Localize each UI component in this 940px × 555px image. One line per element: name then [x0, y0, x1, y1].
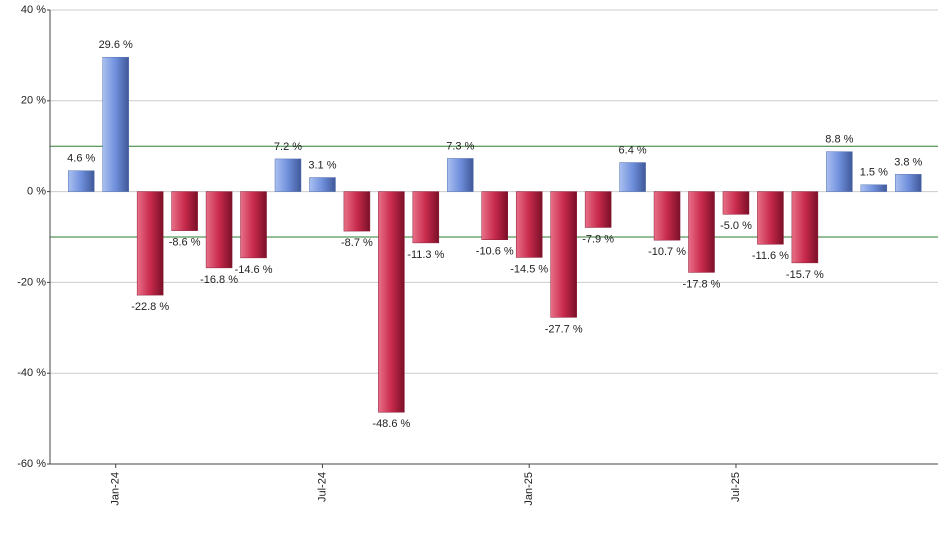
value-label: -11.6 % — [752, 250, 789, 262]
value-label: -8.7 % — [341, 237, 373, 249]
value-label: -10.7 % — [648, 246, 686, 258]
bar — [826, 151, 853, 192]
y-tick-label: -60 % — [17, 458, 46, 470]
value-label: 3.1 % — [308, 159, 336, 171]
bar — [309, 177, 336, 192]
value-label: 8.8 % — [825, 134, 853, 146]
value-label: 1.5 % — [860, 167, 888, 179]
value-label: 7.2 % — [274, 141, 302, 153]
bar — [722, 191, 750, 215]
bar — [688, 191, 715, 273]
bar — [412, 191, 440, 244]
y-tick-label: 0 % — [27, 186, 46, 198]
value-label: -8.6 % — [169, 237, 201, 249]
y-tick-label: -40 % — [17, 367, 46, 379]
bar — [205, 191, 233, 269]
bar — [653, 191, 681, 241]
value-label: 29.6 % — [99, 39, 133, 51]
y-tick-label: 40 % — [21, 4, 46, 16]
value-label: -17.8 % — [683, 278, 721, 290]
bar — [550, 191, 577, 318]
bar — [860, 184, 888, 192]
bar — [240, 191, 267, 259]
value-label: 4.6 % — [67, 153, 95, 165]
bar — [102, 56, 129, 192]
bar — [481, 191, 508, 240]
bar — [584, 191, 612, 228]
bar — [171, 191, 198, 231]
value-label: -7.9 % — [582, 233, 614, 245]
value-label: -27.7 % — [545, 323, 583, 335]
value-label: 6.4 % — [619, 144, 647, 156]
x-tick-label: Jan-24 — [110, 472, 122, 506]
y-tick-label: -20 % — [17, 276, 46, 288]
value-label: -14.6 % — [235, 264, 273, 276]
value-label: -5.0 % — [720, 220, 752, 232]
bar — [274, 158, 302, 192]
value-label: -15.7 % — [786, 269, 824, 281]
value-label: -48.6 % — [372, 418, 410, 430]
bar — [757, 191, 784, 245]
bar — [447, 158, 474, 192]
x-tick-label: Jan-25 — [523, 472, 535, 506]
bar — [895, 174, 922, 192]
bar — [515, 191, 543, 258]
bar — [67, 170, 95, 192]
bar — [378, 191, 405, 413]
x-tick-label: Jul-24 — [316, 472, 328, 502]
bar — [136, 191, 164, 296]
bar — [619, 162, 646, 192]
y-tick-label: 20 % — [21, 95, 46, 107]
x-tick-label: Jul-25 — [730, 472, 742, 502]
value-label: -16.8 % — [200, 274, 238, 286]
value-label: 7.3 % — [446, 140, 474, 152]
value-label: 3.8 % — [894, 156, 922, 168]
value-label: -14.5 % — [510, 263, 548, 275]
value-label: -11.3 % — [407, 249, 444, 261]
value-label: -22.8 % — [131, 301, 169, 313]
value-label: -10.6 % — [476, 246, 514, 258]
bar — [343, 191, 371, 232]
bar — [791, 191, 819, 264]
